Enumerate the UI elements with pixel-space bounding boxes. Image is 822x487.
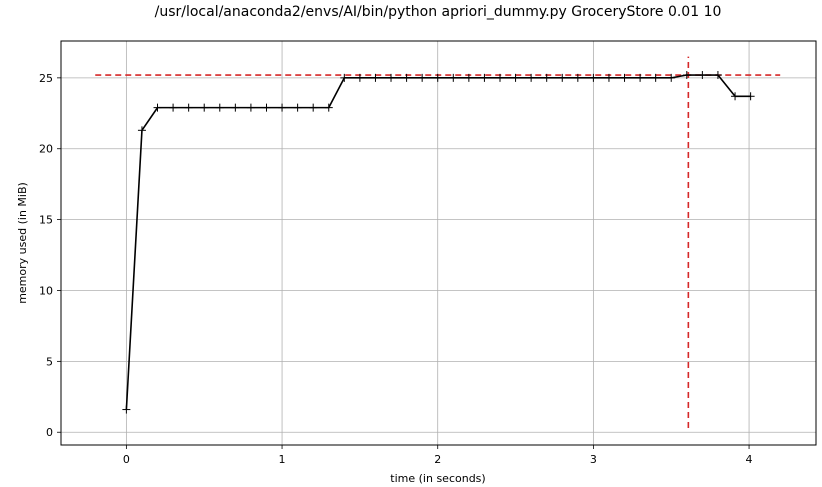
data-point-33 (636, 73, 645, 82)
x-tick-label-4: 4 (746, 453, 753, 466)
data-point-4 (184, 103, 193, 112)
data-point-8 (246, 103, 255, 112)
y-tick-label-0: 0 (46, 426, 53, 439)
data-point-25 (511, 73, 520, 82)
x-tick-label-2: 2 (434, 453, 441, 466)
data-point-38 (713, 71, 722, 80)
data-point-9 (262, 103, 271, 112)
y-tick-label-1: 5 (46, 355, 53, 368)
data-point-1 (137, 126, 146, 135)
data-point-19 (418, 73, 427, 82)
data-point-31 (604, 73, 613, 82)
y-axis-label: memory used (in MiB) (16, 182, 29, 304)
chart-title: /usr/local/anaconda2/envs/AI/bin/python … (155, 4, 722, 20)
data-point-26 (527, 73, 536, 82)
data-point-20 (433, 73, 442, 82)
data-point-34 (651, 73, 660, 82)
data-point-28 (558, 73, 567, 82)
y-tick-label-5: 25 (39, 72, 53, 85)
series (122, 71, 755, 414)
y-tick-label-2: 10 (39, 284, 53, 297)
x-tick-label-0: 0 (123, 453, 130, 466)
data-point-37 (698, 71, 707, 80)
data-point-35 (667, 73, 676, 82)
data-point-22 (464, 73, 473, 82)
data-point-14 (340, 73, 349, 82)
y-tick-label-4: 20 (39, 143, 53, 156)
data-point-13 (324, 103, 333, 112)
data-point-40 (746, 92, 755, 101)
data-point-3 (169, 103, 178, 112)
data-point-18 (402, 73, 411, 82)
data-point-36 (682, 71, 691, 80)
plot-area-frame (60, 40, 817, 446)
data-point-16 (371, 73, 380, 82)
data-point-15 (355, 73, 364, 82)
data-point-24 (495, 73, 504, 82)
x-axis-label: time (in seconds) (390, 472, 485, 485)
data-point-2 (153, 103, 162, 112)
data-point-17 (387, 73, 396, 82)
data-point-21 (449, 73, 458, 82)
x-tick-label-1: 1 (279, 453, 286, 466)
data-point-11 (293, 103, 302, 112)
data-point-7 (231, 103, 240, 112)
data-point-0 (122, 405, 131, 414)
data-point-23 (480, 73, 489, 82)
data-point-32 (620, 73, 629, 82)
ticks: 0 1 2 3 4 0 5 10 15 20 25 (39, 72, 753, 466)
grid (61, 41, 816, 445)
data-point-39 (731, 92, 740, 101)
data-point-29 (573, 73, 582, 82)
series-line-0 (125, 74, 751, 410)
x-tick-label-3: 3 (590, 453, 597, 466)
data-point-10 (278, 103, 287, 112)
y-tick-label-3: 15 (39, 214, 53, 227)
data-point-6 (215, 103, 224, 112)
data-point-30 (589, 73, 598, 82)
data-point-5 (200, 103, 209, 112)
data-point-12 (309, 103, 318, 112)
data-point-27 (542, 73, 551, 82)
